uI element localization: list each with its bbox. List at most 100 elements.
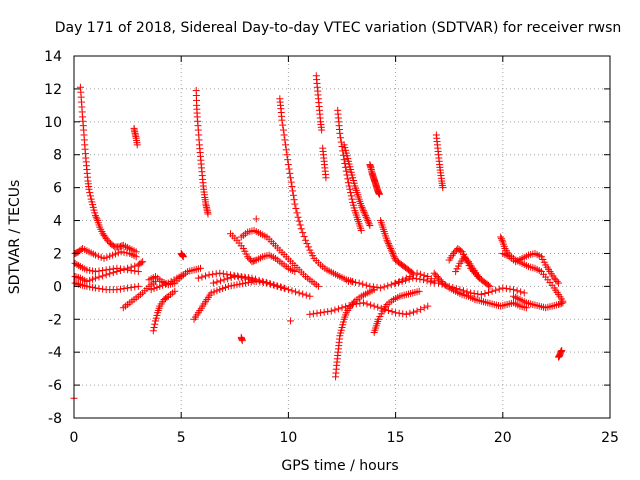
- data-point: [75, 262, 83, 270]
- data-point: [436, 276, 444, 284]
- data-point: [366, 221, 374, 229]
- data-point: [224, 275, 232, 283]
- data-point: [233, 281, 241, 289]
- x-tick-label: 0: [70, 430, 79, 446]
- data-point: [380, 283, 388, 291]
- data-point: [399, 310, 407, 318]
- y-tick-labels: -8 -6 -4 -2 0 2 4 6 8 10 12 14: [44, 49, 62, 427]
- data-point: [91, 212, 99, 220]
- data-point: [384, 240, 392, 248]
- data-point: [163, 293, 171, 301]
- data-point: [209, 270, 217, 278]
- data-point: [344, 277, 352, 285]
- data-point: [362, 213, 370, 221]
- data-point: [295, 289, 303, 297]
- data-point: [451, 248, 459, 256]
- data-point: [248, 258, 256, 266]
- data-point: [255, 276, 263, 284]
- data-point: [389, 249, 397, 257]
- y-tick-label: -6: [48, 378, 62, 394]
- x-tick-label: 10: [279, 430, 297, 446]
- data-point: [327, 307, 335, 315]
- data-point: [376, 190, 384, 198]
- data-point: [495, 285, 503, 293]
- data-point: [241, 273, 249, 281]
- data-point: [102, 271, 110, 279]
- data-point: [274, 282, 282, 290]
- data-point: [497, 235, 505, 243]
- data-point: [280, 284, 288, 292]
- series-d34: [430, 269, 530, 312]
- data-point: [124, 264, 132, 272]
- data-point: [279, 126, 287, 134]
- x-axis-label: GPS time / hours: [281, 458, 398, 474]
- data-point: [116, 285, 124, 293]
- series-d21: [287, 317, 295, 325]
- data-point: [205, 271, 213, 279]
- data-point: [345, 302, 353, 310]
- data-point: [412, 275, 420, 283]
- data-point: [437, 277, 445, 285]
- data-point: [95, 285, 103, 293]
- series-d30: [370, 287, 423, 336]
- data-point: [347, 192, 355, 200]
- series-d39: [510, 292, 567, 312]
- data-point: [249, 257, 257, 265]
- data-point: [413, 269, 421, 277]
- data-point: [395, 309, 403, 317]
- series-d01: [71, 245, 140, 262]
- data-point: [113, 268, 121, 276]
- data-point: [385, 241, 393, 249]
- data-point: [384, 282, 392, 290]
- data-point: [109, 251, 117, 259]
- data-point: [303, 240, 311, 248]
- data-point: [287, 178, 295, 186]
- data-point: [334, 305, 342, 313]
- data-point: [384, 238, 392, 246]
- y-tick-label: -4: [48, 345, 62, 361]
- data-point: [352, 300, 360, 308]
- data-point: [277, 283, 285, 291]
- data-point: [131, 262, 139, 270]
- data-point: [269, 281, 277, 289]
- data-point: [71, 259, 79, 267]
- data-point: [132, 248, 140, 256]
- series-d27: [377, 217, 417, 277]
- data-point: [394, 279, 402, 287]
- data-point: [352, 279, 360, 287]
- data-point: [198, 273, 206, 281]
- data-point: [245, 275, 253, 283]
- data-point: [388, 248, 396, 256]
- data-point: [73, 273, 81, 281]
- data-point: [342, 167, 350, 175]
- data-point: [109, 269, 117, 277]
- data-point: [386, 243, 394, 251]
- series-d12: [192, 87, 212, 218]
- data-point: [103, 253, 111, 261]
- data-point: [370, 302, 378, 310]
- series-d33: [432, 131, 447, 192]
- data-point: [290, 196, 298, 204]
- data-point: [392, 279, 400, 287]
- data-point: [360, 208, 368, 216]
- data-point: [550, 274, 558, 282]
- data-point: [282, 141, 290, 149]
- y-tick-label: 6: [53, 181, 62, 197]
- data-point: [331, 306, 339, 314]
- data-point: [299, 229, 307, 237]
- data-point: [91, 268, 99, 276]
- data-point: [341, 160, 349, 168]
- data-point: [282, 146, 290, 154]
- data-point: [147, 286, 155, 294]
- data-point: [224, 282, 232, 290]
- x-tick-labels: 0 5 10 15 20 25: [70, 430, 619, 446]
- data-point: [506, 285, 514, 293]
- data-point: [127, 263, 135, 271]
- series-d16: [227, 230, 299, 276]
- data-point: [342, 303, 350, 311]
- data-point: [231, 272, 239, 280]
- data-points: [70, 72, 567, 402]
- data-point: [517, 288, 525, 296]
- data-point: [322, 174, 330, 182]
